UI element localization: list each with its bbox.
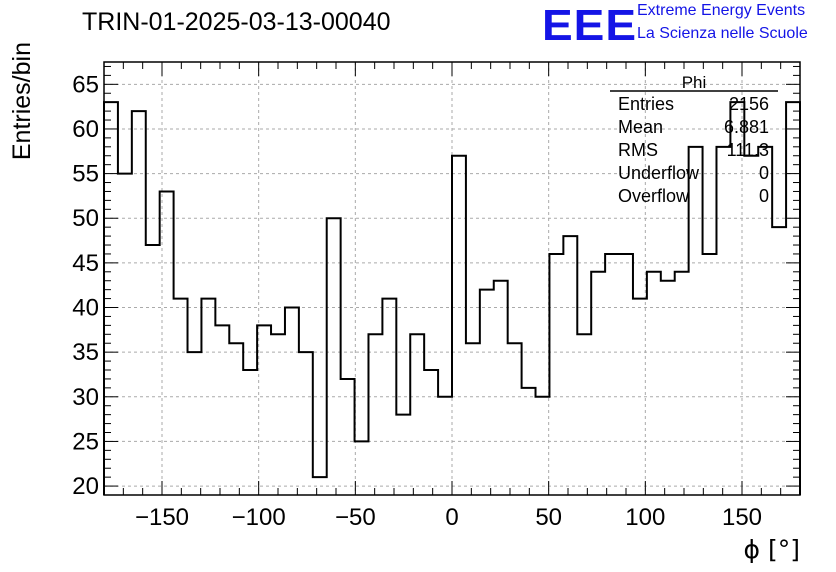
stats-row-value: 6.881 [724,117,769,137]
y-tick-label: 40 [72,295,99,322]
histogram-line [103,101,801,495]
stats-box: Phi Entries 2156 Mean 6.881 RMS 111.3 Underflo… [610,73,778,206]
eee-logo: EEE [542,0,638,50]
x-axis-label: ϕ [°] [744,535,800,564]
stats-row-label: Entries [618,94,674,114]
x-tick-label: −150 [135,504,189,531]
stats-row-value: 0 [759,163,769,183]
y-tick-label: 20 [72,473,99,500]
y-axis-ticks: 20 25 30 35 40 45 50 55 60 65 [72,65,800,500]
y-tick-label: 65 [72,71,99,98]
brand-line-1: Extreme Energy Events [637,2,806,19]
stats-row-label: Mean [618,117,663,137]
y-tick-label: 55 [72,161,99,188]
y-tick-label: 25 [72,428,99,455]
brand-line-2: La Scienza nelle Scuole [637,25,808,42]
x-tick-label: 50 [535,504,562,531]
stats-row-value: 111.3 [727,140,769,160]
stats-rows: Entries 2156 Mean 6.881 RMS 111.3 Underflow 0 Ov… [618,94,769,206]
y-tick-label: 60 [72,116,99,143]
x-tick-label: −100 [232,504,286,531]
stats-name: Phi [682,73,707,92]
stats-row-label: RMS [618,140,658,160]
stats-row-value: 0 [759,186,769,206]
y-tick-label: 30 [72,384,99,411]
y-tick-label: 35 [72,339,99,366]
x-tick-label: 0 [445,504,458,531]
y-tick-label: 45 [72,250,99,277]
y-tick-label: 50 [72,205,99,232]
stats-row-label: Overflow [618,186,690,206]
x-tick-label: −50 [335,504,376,531]
y-axis-label: Entries/bin [8,42,36,160]
x-axis-ticks: −150 −100 −50 0 50 100 150 [103,62,801,531]
histogram-title: TRIN-01-2025-03-13-00040 [82,8,391,36]
x-tick-label: 100 [625,504,665,531]
stats-row-label: Underflow [618,163,700,183]
x-tick-label: 150 [722,504,762,531]
stats-row-value: 2156 [729,94,769,114]
